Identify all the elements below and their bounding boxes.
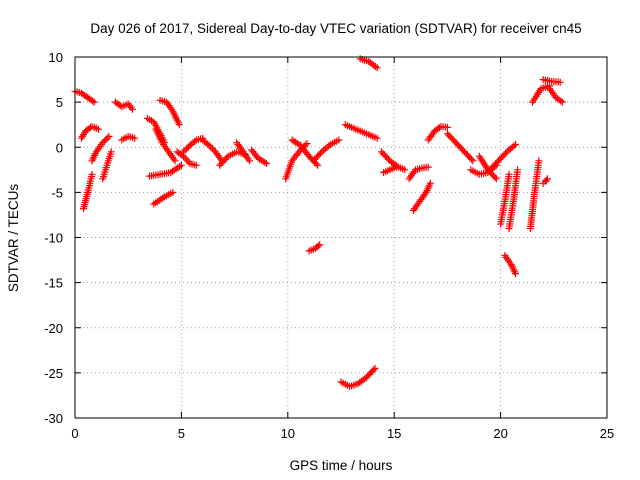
y-axis-label: SDTVAR / TECUs [6,184,21,293]
data-point [183,145,191,153]
data-point [543,175,551,183]
data-point [105,132,113,140]
data-point [535,157,543,165]
data-point [316,149,324,157]
y-tick-label: -10 [44,231,63,246]
data-point [401,166,409,174]
data-point [556,78,564,86]
x-tick-label: 15 [387,426,401,441]
data-point [261,158,269,166]
data-point [373,134,381,142]
data-point [502,149,510,157]
data-points [71,55,566,390]
data-point [316,241,324,249]
data-point [492,175,500,183]
data-point [88,170,96,178]
y-tick-label: 10 [49,50,63,65]
data-point [104,134,111,142]
data-point [102,136,110,144]
data-point [107,148,115,156]
data-point [129,105,136,113]
data-point [510,142,518,150]
data-point [558,98,566,106]
y-tick-label: 0 [56,140,63,155]
data-point [512,141,519,148]
data-point [171,157,179,165]
data-point [424,163,432,171]
data-point [131,134,139,142]
data-point [468,155,475,163]
data-point [205,141,213,149]
data-point [303,140,311,148]
data-point [207,143,215,151]
data-point [94,125,102,133]
data-point [435,124,443,132]
x-tick-label: 20 [493,426,507,441]
x-tick-label: 25 [600,426,614,441]
data-point [181,146,189,154]
data-point [505,170,513,178]
x-tick-label: 5 [178,426,185,441]
data-point [372,63,379,71]
data-point [370,366,378,374]
data-point [191,137,199,145]
data-point [557,97,565,105]
data-point [314,161,322,169]
data-point [542,176,550,184]
data-point [514,166,522,174]
data-point [263,160,270,167]
data-point [100,137,108,145]
data-point [90,98,98,106]
y-tick-label: -20 [44,321,63,336]
x-tick-label: 10 [281,426,295,441]
x-tick-label: 0 [71,426,78,441]
data-point [469,157,477,165]
data-point [371,364,379,372]
data-point [512,270,519,278]
y-tick-label: -25 [44,366,63,381]
y-tick-label: -30 [44,411,63,426]
data-point [192,161,200,169]
data-point [178,151,186,159]
data-point [314,242,322,250]
data-point [335,136,343,144]
plot-frame [74,56,608,419]
y-tick-label: -5 [51,185,63,200]
chart-title: Day 026 of 2017, Sidereal Day-to-day VTE… [90,21,581,36]
data-point [169,188,177,196]
data-point [373,64,381,72]
data-point [180,148,187,156]
data-point [89,97,97,105]
data-point [208,145,216,153]
x-axis-label: GPS time / hours [290,458,393,473]
data-point [443,123,451,131]
data-point [177,161,185,169]
data-point [246,157,253,165]
data-point [426,179,434,187]
y-tick-label: 5 [56,95,63,110]
y-tick-label: -15 [44,276,63,291]
data-point [392,163,400,171]
data-point [491,173,499,181]
data-point [325,142,333,150]
data-point [175,121,183,129]
data-point [99,139,107,147]
